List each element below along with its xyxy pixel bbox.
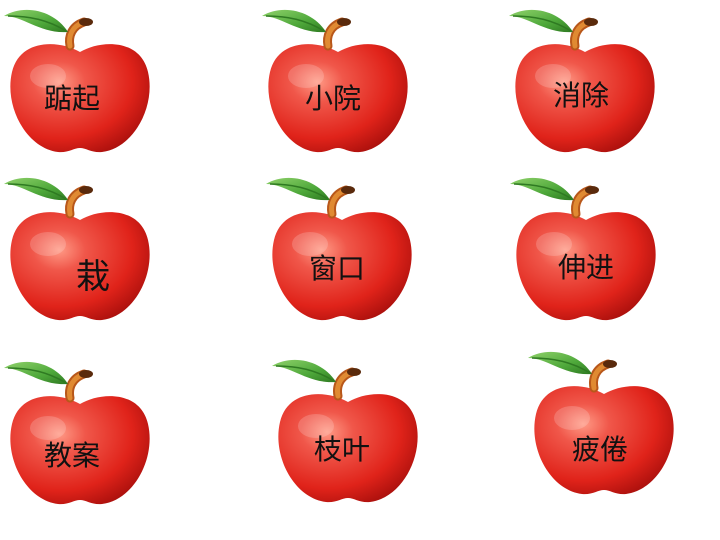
apple-card-1[interactable]: 踮起 [0, 10, 160, 170]
apple-card-4[interactable]: 栽 [0, 178, 160, 338]
apple-card-5[interactable]: 窗口 [262, 178, 422, 338]
apple-word: 枝叶 [314, 433, 371, 466]
apple-word: 小院 [305, 82, 362, 115]
apple-word: 栽 [76, 257, 110, 297]
apple-icon [524, 352, 684, 512]
apple-card-3[interactable]: 消除 [505, 10, 665, 170]
apple-word: 伸进 [558, 251, 615, 284]
apple-card-2[interactable]: 小院 [258, 10, 418, 170]
apple-card-7[interactable]: 教案 [0, 362, 160, 522]
apple-card-9[interactable]: 疲倦 [524, 352, 684, 512]
apple-card-8[interactable]: 枝叶 [268, 360, 428, 520]
apple-card-6[interactable]: 伸进 [506, 178, 666, 338]
apple-word: 教案 [44, 439, 101, 472]
apple-word: 踮起 [44, 82, 101, 115]
apple-word: 窗口 [309, 252, 366, 285]
apple-word: 消除 [553, 79, 610, 112]
apple-word: 疲倦 [572, 433, 629, 466]
